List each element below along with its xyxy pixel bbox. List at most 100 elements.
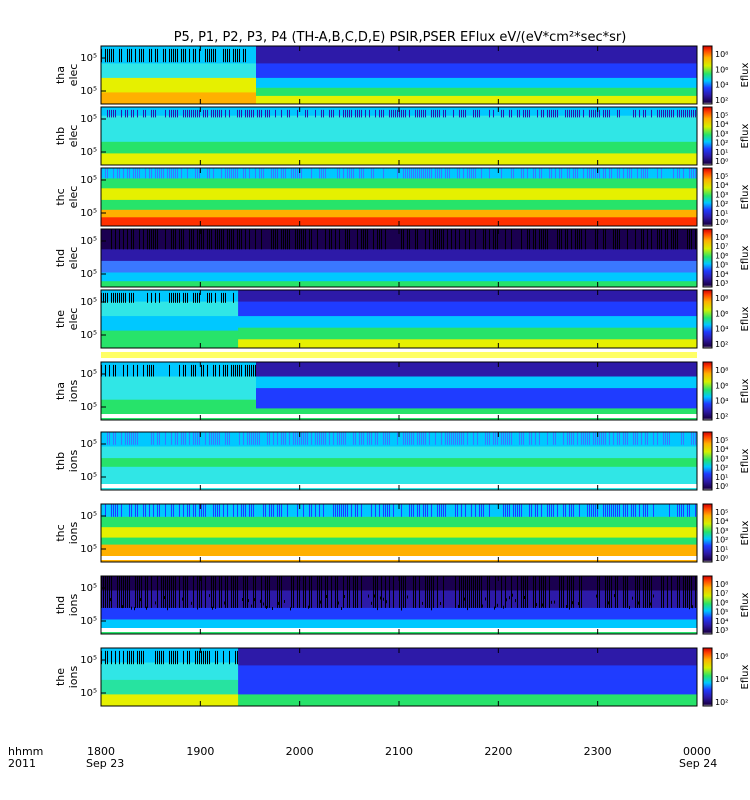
spectrogram-stripe <box>585 432 586 445</box>
x-axis-label-hhmm: hhmm <box>8 745 43 758</box>
spectrogram-stripe <box>417 109 418 118</box>
spectrogram-stripe <box>359 432 360 445</box>
spectrogram-stripe <box>577 432 578 445</box>
colorbar-tick-label: 10⁵ <box>715 508 728 517</box>
spectrogram-stripe <box>227 229 228 250</box>
spectrogram-stripe <box>243 432 244 445</box>
spectrogram-stripe <box>189 109 190 118</box>
spectrogram-stripe <box>569 504 570 517</box>
spectrogram-stripe <box>357 229 358 250</box>
spectrogram-stripe <box>229 650 230 665</box>
spectrogram-stripe <box>685 109 686 118</box>
spectrogram-stripe <box>577 229 578 250</box>
spectrogram-stripe <box>383 504 384 517</box>
panel-gap <box>101 352 697 358</box>
spectrogram-stripe <box>425 229 426 250</box>
spectrogram-stripe <box>595 168 596 179</box>
spectrogram-stripe <box>363 168 364 179</box>
spectrogram-stripe <box>515 504 516 517</box>
spectrogram-stripe <box>103 292 104 303</box>
spectrogram-stripe <box>533 168 534 179</box>
spectrogram-stripe <box>399 576 400 608</box>
spectrogram-stripe <box>473 432 474 445</box>
spectrogram-stripe <box>425 432 426 445</box>
spectrogram-stripe <box>207 48 208 63</box>
spectrogram-stripe <box>447 229 448 250</box>
spectrogram-stripe <box>140 598 141 602</box>
spectrogram-stripe <box>251 504 252 517</box>
spectrogram-stripe <box>225 168 226 179</box>
spectrogram-stripe <box>389 109 390 118</box>
spectrogram-stripe <box>189 229 190 250</box>
spectrogram-stripe <box>233 576 234 608</box>
spectrogram-stripe <box>117 168 118 179</box>
spectrogram-stripe <box>677 109 678 118</box>
spectrogram-stripe <box>559 229 560 250</box>
spectrogram-band <box>101 115 697 143</box>
spectrogram-stripe <box>687 109 688 118</box>
spectrogram-stripe <box>227 504 228 517</box>
spectrogram-stripe <box>229 229 230 250</box>
spectrogram-stripe <box>215 576 216 608</box>
spectrogram-stripe <box>151 292 152 303</box>
spectrogram-stripe <box>155 601 156 605</box>
spectrogram-stripe <box>205 650 206 665</box>
spectrogram-stripe <box>659 229 660 250</box>
spectrogram-stripe <box>109 48 110 63</box>
spectrogram-stripe <box>331 109 332 118</box>
spectrogram-stripe <box>439 168 440 179</box>
spectrogram-stripe <box>169 168 170 179</box>
spectrogram-band <box>101 290 697 303</box>
spectrogram-stripe <box>289 109 290 118</box>
spectrogram-stripe <box>293 576 294 608</box>
spectrogram-stripe <box>245 168 246 179</box>
spectrogram-stripe <box>269 595 270 599</box>
spectrogram-stripe <box>385 229 386 250</box>
colorbar-tick-label: 10³ <box>715 129 728 138</box>
spectrogram-stripe <box>153 364 154 377</box>
spectrogram-stripe <box>141 650 142 665</box>
spectrogram-stripe <box>573 109 574 118</box>
panel-label-probe: thc <box>54 188 67 205</box>
spectrogram-stripe <box>627 504 628 517</box>
spectrogram-stripe <box>683 109 684 118</box>
spectrogram-stripe <box>311 504 312 517</box>
colorbar-tick-label: 10¹ <box>715 473 728 482</box>
spectrogram-stripe <box>105 364 106 377</box>
spectrogram-stripe <box>261 109 262 118</box>
spectrogram-stripe <box>263 504 264 517</box>
spectrogram-stripe <box>213 48 214 63</box>
spectrogram-stripe <box>383 168 384 179</box>
spectrogram-stripe <box>455 229 456 250</box>
y-tick-label: 10⁵ <box>80 583 97 594</box>
spectrogram-stripe <box>547 229 548 250</box>
spectrogram-stripe <box>235 650 236 665</box>
spectrogram-stripe <box>371 504 372 517</box>
spectrogram-band <box>101 316 697 329</box>
spectrogram-stripe <box>335 576 336 608</box>
panel-label-species: ions <box>67 521 80 544</box>
spectrogram-stripe <box>229 168 230 179</box>
spectrogram-stripe <box>217 504 218 517</box>
spectrogram-band <box>101 527 697 539</box>
spectrogram-stripe <box>371 432 372 445</box>
spectrogram-stripe <box>471 504 472 517</box>
spectrogram-stripe <box>203 504 204 517</box>
spectrogram-stripe <box>253 504 254 517</box>
spectrogram-stripe <box>299 229 300 250</box>
spectrogram-stripe <box>155 292 156 303</box>
colorbar-tick-label: 10⁰ <box>715 218 728 227</box>
spectrogram-stripe <box>417 229 418 250</box>
spectrogram-stripe <box>155 229 156 250</box>
spectrogram-stripe <box>683 594 684 598</box>
spectrogram-stripe <box>255 168 256 179</box>
spectrogram-stripe <box>353 168 354 179</box>
spectrogram-stripe <box>225 109 226 118</box>
spectrogram-stripe <box>205 48 206 63</box>
spectrogram-stripe <box>278 601 279 605</box>
spectrogram-stripe <box>597 504 598 517</box>
x-axis: 1800 1900 2000 2100 2200 2300 0000 <box>87 745 711 758</box>
spectrogram-stripe <box>603 109 604 118</box>
spectrogram-stripe <box>320 600 321 604</box>
spectrogram-stripe <box>561 576 562 608</box>
